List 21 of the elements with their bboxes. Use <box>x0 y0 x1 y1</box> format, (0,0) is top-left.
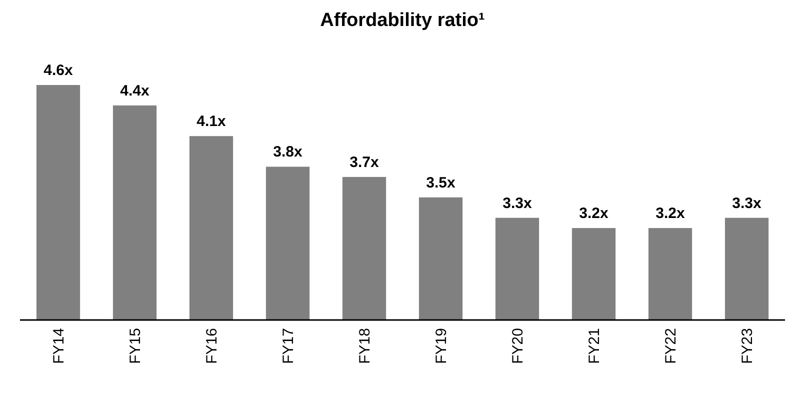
data-label: 4.1x <box>196 113 226 130</box>
x-tick-label: FY21 <box>586 328 603 364</box>
data-label: 4.4x <box>120 82 150 100</box>
x-tick-label: FY15 <box>127 328 144 364</box>
x-tick-label: FY23 <box>739 328 756 364</box>
data-label: 3.5x <box>426 174 456 192</box>
data-label: 3.3x <box>732 194 762 212</box>
data-label: 3.3x <box>502 194 532 212</box>
data-label: 3.8x <box>273 144 303 161</box>
x-tick-label: FY18 <box>356 328 374 364</box>
chart-title: Affordability ratio¹ <box>320 10 485 31</box>
data-label: 3.2x <box>656 205 686 222</box>
x-tick-label: FY19 <box>433 328 450 364</box>
data-label: 3.7x <box>350 154 380 171</box>
x-tick-label: FY16 <box>204 328 220 364</box>
x-tick-label: FY14 <box>50 328 68 364</box>
x-tick-label: FY17 <box>280 328 297 364</box>
x-tick-label: FY22 <box>662 328 680 364</box>
x-tick-label: FY20 <box>510 328 526 364</box>
data-label: 4.6x <box>44 62 74 79</box>
data-label: 3.2x <box>579 205 609 222</box>
